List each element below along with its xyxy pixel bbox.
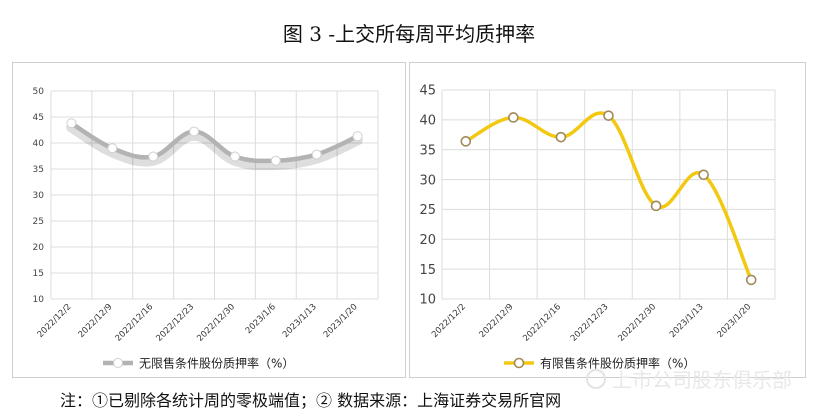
x-tick-label: 2023/1/6 [244,302,278,336]
x-tick-label: 2023/1/13 [668,302,706,340]
data-point [352,131,363,142]
y-tick-label: 45 [419,84,436,99]
y-tick-label: 25 [419,203,436,218]
series-line [464,111,753,282]
y-tick-label: 10 [419,293,436,308]
data-point [650,200,662,212]
data-point [460,136,472,147]
x-tick-label: 2022/12/2 [36,302,74,340]
wechat-logo-icon [586,369,606,389]
x-tick-label: 2023/1/13 [281,302,319,340]
y-tick-label: 10 [33,295,45,305]
legend-marker [513,357,525,369]
legend-label: 无限售条件股份质押率（%） [139,356,294,371]
y-tick-label: 30 [33,191,45,201]
y-tick-label: 35 [33,165,44,175]
data-point [270,155,281,166]
y-tick-label: 45 [33,113,44,123]
y-tick-label: 35 [419,143,436,158]
x-tick-label: 2023/1/20 [715,302,753,340]
footnote: 注：①已剔除各统计周的零极端值；② 数据来源：上海证券交易所官网 [60,391,562,410]
data-point [148,151,159,162]
x-tick-label: 2022/12/23 [569,302,611,344]
y-tick-label: 40 [33,139,45,149]
x-tick-label: 2022/12/16 [114,302,156,344]
y-tick-label: 20 [33,243,45,253]
data-point [107,143,118,154]
legend-marker [113,358,123,368]
x-tick-label: 2023/1/20 [322,302,360,340]
y-tick-label: 30 [419,173,436,188]
x-tick-label: 2022/12/30 [616,302,658,344]
data-point [745,274,757,286]
right-chart-panel: 10 15 20 25 30 35 40 45 2022/12/2 2022/12/9 2022/1… [409,62,806,378]
x-tick-label: 2022/12/16 [521,302,563,344]
x-tick-label: 2022/12/30 [195,302,237,344]
x-tick-label: 2022/12/9 [77,302,115,340]
y-tick-label: 50 [33,87,45,97]
watermark: 上市公司股东俱乐部 [586,364,792,393]
chart-title: 图 3 -上交所每周平均质押率 [282,22,536,46]
data-point [603,110,614,121]
data-point [508,112,519,123]
y-tick-label: 40 [419,114,436,129]
data-point [555,131,567,143]
y-tick-label: 20 [419,233,436,248]
y-tick-label: 15 [33,269,44,279]
data-point [311,149,322,160]
x-tick-label: 2022/12/9 [478,302,516,340]
series-line-shadow [66,121,363,171]
x-tick-label: 2022/12/2 [430,302,468,340]
data-point [229,151,240,162]
legend-label: 有限售条件股份质押率（%） [540,356,695,371]
y-tick-label: 25 [33,217,44,227]
watermark-text: 上市公司股东俱乐部 [612,368,792,392]
data-point [66,118,77,129]
y-tick-label: 15 [419,263,436,278]
x-tick-label: 2022/12/23 [154,302,196,344]
left-chart-panel: 10 15 20 25 30 35 40 45 50 2022/12/2 2022/12/9 2022… [12,62,406,378]
data-point [698,169,709,181]
data-point [189,126,200,137]
